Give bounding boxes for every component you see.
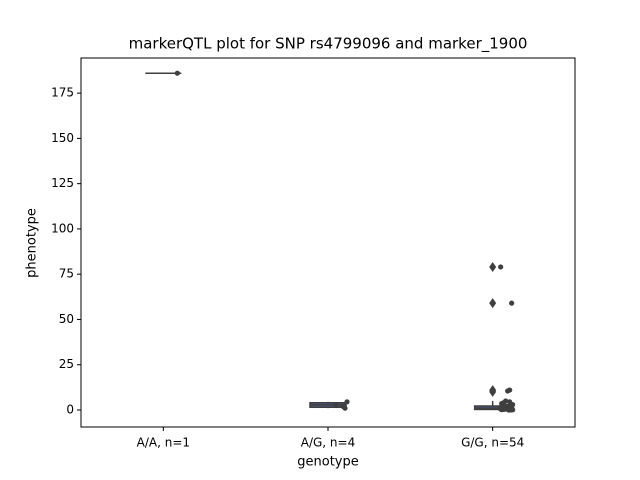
y-tick-label: 0 <box>66 402 74 416</box>
y-tick-label: 50 <box>59 312 74 326</box>
chart-title: markerQTL plot for SNP rs4799096 and mar… <box>129 35 528 54</box>
point <box>333 401 339 408</box>
point <box>507 399 513 405</box>
point <box>509 404 515 410</box>
point <box>498 406 504 412</box>
point <box>505 406 511 412</box>
point <box>509 300 515 306</box>
plot-frame <box>80 57 576 428</box>
x-tick-label: A/G, n=4 <box>301 436 355 450</box>
point <box>344 399 350 405</box>
y-tick-label: 150 <box>51 131 74 145</box>
y-axis-label: phenotype <box>25 208 40 278</box>
flier <box>489 298 497 309</box>
y-tick-label: 100 <box>51 221 74 235</box>
point <box>174 70 180 76</box>
y-tick-label: 175 <box>51 86 74 100</box>
point <box>498 264 504 270</box>
point <box>340 403 346 409</box>
x-axis-label: genotype <box>297 455 358 470</box>
flier <box>489 261 497 272</box>
y-tick-label: 125 <box>51 176 74 190</box>
point <box>505 388 511 394</box>
flier <box>489 386 497 397</box>
x-tick-label: A/A, n=1 <box>137 436 190 450</box>
point <box>500 401 506 408</box>
y-tick-label: 25 <box>59 357 74 371</box>
y-tick-label: 75 <box>59 267 74 281</box>
x-tick-label: G/G, n=54 <box>461 436 524 450</box>
